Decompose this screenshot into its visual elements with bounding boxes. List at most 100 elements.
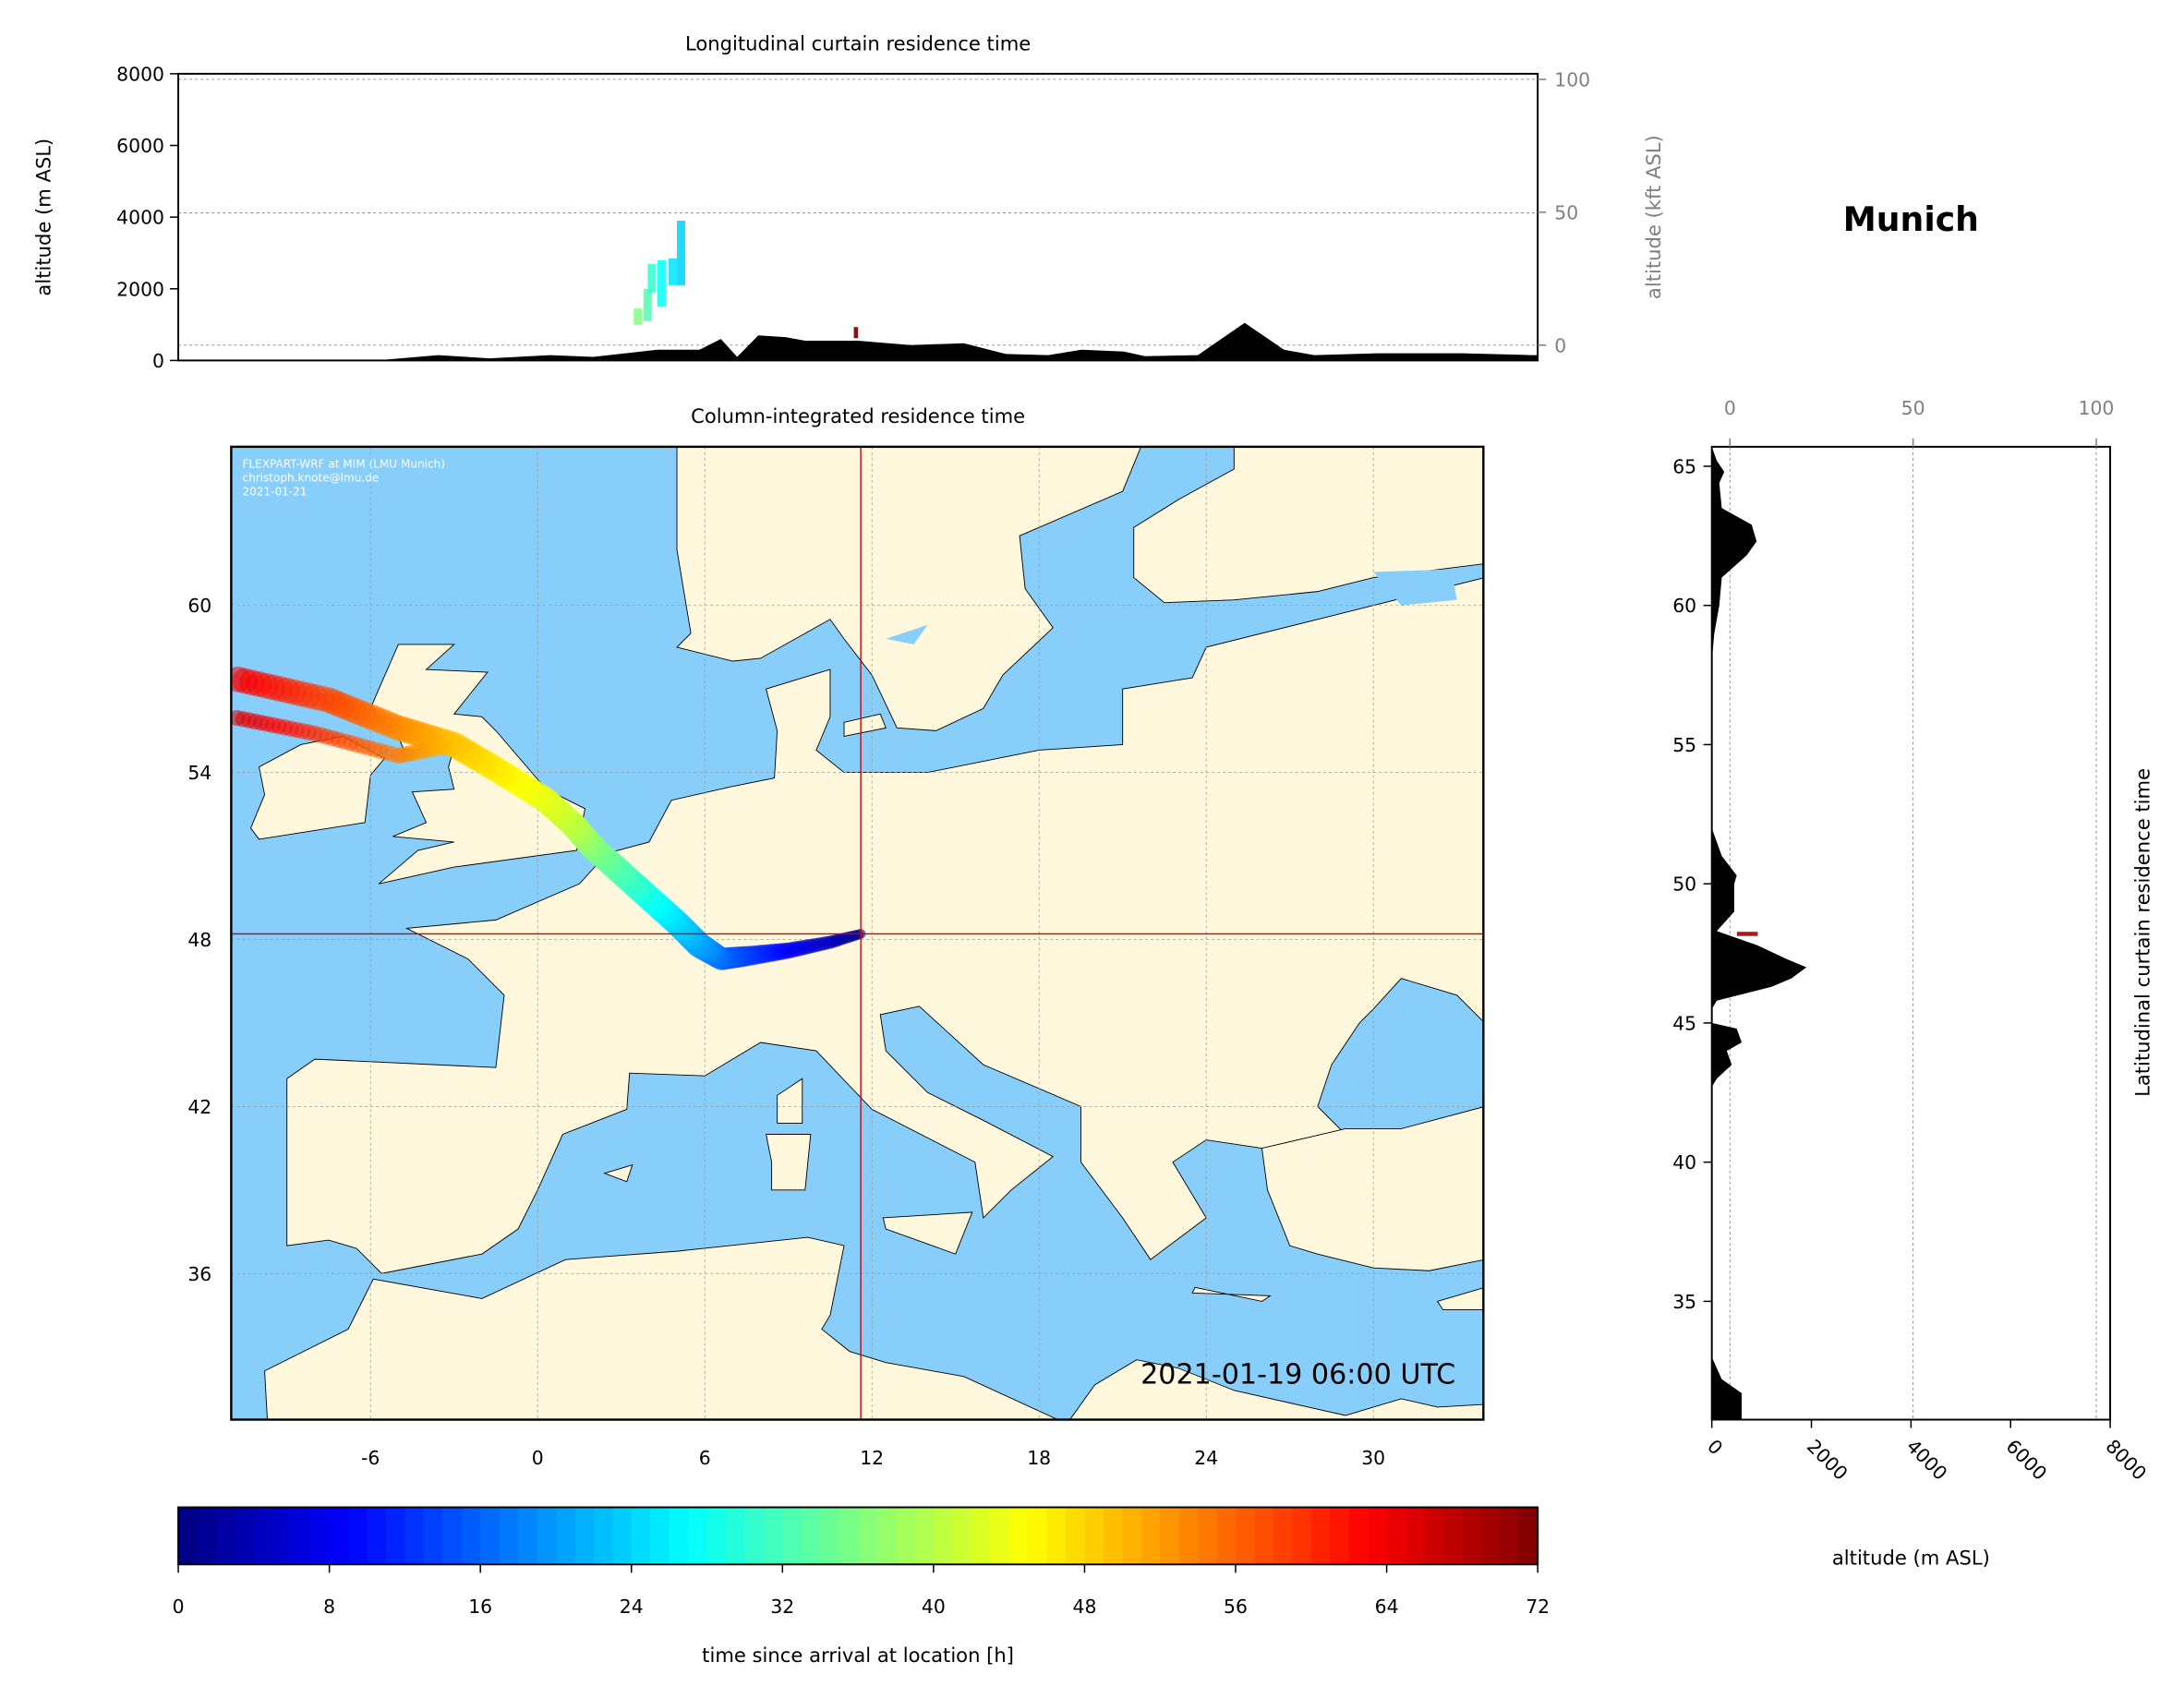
colorbar-bin [1330,1507,1350,1565]
y-tick-label: 36 [187,1263,211,1285]
y-tick-label: 4000 [116,207,164,229]
x-tick-label: 18 [1027,1447,1051,1469]
x-tick-label: 0 [1703,1435,1727,1459]
x-tick-label: 6 [699,1447,711,1469]
credit-text: FLEXPART-WRF at MIM (LMU Munich) christo… [242,457,444,498]
colorbar-bin [669,1507,690,1565]
map-panel: Column-integrated residence time -6 0 6 12 1… [187,404,1485,1469]
colorbar-bin [820,1507,840,1565]
x-tick-top-label: 50 [1901,397,1925,419]
x-tick-label: 6000 [2002,1435,2052,1485]
colorbar-bin [1500,1507,1520,1565]
colorbar-bin [1310,1507,1332,1565]
y-tick-right-label: 100 [1554,68,1590,90]
map-title: Column-integrated residence time [691,404,1025,428]
y-tick-label: 65 [1672,456,1696,478]
colorbar-bin [235,1507,255,1565]
colorbar-bin [1103,1507,1124,1565]
colorbar-tick-label: 24 [620,1596,644,1618]
y-tick-label: 55 [1672,734,1696,756]
land-europe [286,577,1484,1274]
colorbar-bin [1066,1507,1086,1565]
colorbar-bin [423,1507,444,1565]
colorbar-bin [385,1507,406,1565]
colorbar-label: time since arrival at location [h] [702,1644,1014,1667]
land-anatolia [1261,1106,1484,1271]
colorbar-bin [1028,1507,1048,1565]
colorbar-bin [1084,1507,1104,1565]
land-corsica [777,1078,803,1124]
colorbar-bin [461,1507,482,1565]
lake [886,624,928,644]
colorbar-bin [1046,1507,1067,1565]
land-sardinia [766,1134,812,1191]
credit-line: 2021-01-21 [242,486,307,499]
y-tick-label: 40 [1672,1151,1696,1174]
colorbar-bin [858,1507,878,1565]
colorbar-bin [1216,1507,1237,1565]
colorbar-bin [688,1507,708,1565]
x-tick-label: 0 [532,1447,544,1469]
colorbar-bin [744,1507,765,1565]
colorbar-bin [1140,1507,1162,1565]
y-tick-right-label: 50 [1554,201,1578,223]
colorbar-bin [631,1507,652,1565]
colorbar-bin [1254,1507,1274,1565]
colorbar-bin [593,1507,614,1565]
credit-line: FLEXPART-WRF at MIM (LMU Munich) [242,457,444,470]
residence-bar [633,308,643,325]
y-tick-label: 54 [187,762,211,784]
colorbar-tick-label: 72 [1526,1596,1550,1618]
map-frame [230,445,1485,1421]
x-tick-label: 12 [860,1447,884,1469]
residence-bar [657,259,666,307]
colorbar-bin [480,1507,501,1565]
colorbar-bin [725,1507,746,1565]
colorbar-bin [1386,1507,1406,1565]
timestamp: 2021-01-19 06:00 UTC [1140,1358,1455,1391]
colorbar-bin [763,1507,784,1565]
top-panel-title: Longitudinal curtain residence time [685,31,1031,54]
colorbar-bin [537,1507,557,1565]
colorbar-bin [782,1507,802,1565]
right-panel-title: Latitudinal curtain residence time [2130,768,2154,1097]
colorbar-bin [1273,1507,1294,1565]
trajectory-branch-point [231,709,246,727]
colorbar-bin [272,1507,293,1565]
colorbar-bin [1518,1507,1539,1565]
colorbar-bin [1160,1507,1180,1565]
x-tick-label: 4000 [1902,1435,1952,1485]
top-ylabel-right: altitude (kft ASL) [1642,135,1665,299]
colorbar-bin [499,1507,519,1565]
residence-bar [643,288,652,321]
y-tick-label: 0 [152,350,164,372]
residence-bar-arrival [1736,932,1758,936]
colorbar-bin [404,1507,425,1565]
colorbar-bin [914,1507,935,1565]
colorbar-bin [990,1507,1010,1565]
colorbar-bin [1348,1507,1370,1565]
lake [1373,569,1457,606]
y-tick-label: 60 [1672,595,1696,617]
colorbar-tick-label: 48 [1073,1596,1097,1618]
colorbar-bin [650,1507,670,1565]
colorbar-bin [197,1507,217,1565]
colorbar-bin [291,1507,312,1565]
colorbar-tick-label: 56 [1224,1596,1248,1618]
x-tick-label: 2000 [1803,1435,1852,1485]
colorbar-bin [612,1507,633,1565]
y-tick-label: 6000 [116,135,164,157]
colorbar-bin [310,1507,331,1565]
colorbar-bin [839,1507,860,1565]
trajectory-point [231,666,251,692]
colorbar-bin [971,1507,992,1565]
colorbar-bin [1406,1507,1426,1565]
colorbar-bin [1424,1507,1444,1565]
y-tick-label: 2000 [116,278,164,300]
land-sweden [676,446,1142,731]
colorbar-bin [952,1507,972,1565]
colorbar-bin [1008,1507,1030,1565]
residence-bar-arrival [853,327,859,339]
colorbar: 0 8 16 24 32 40 48 56 64 72 time since arrival at… [173,1506,1550,1667]
